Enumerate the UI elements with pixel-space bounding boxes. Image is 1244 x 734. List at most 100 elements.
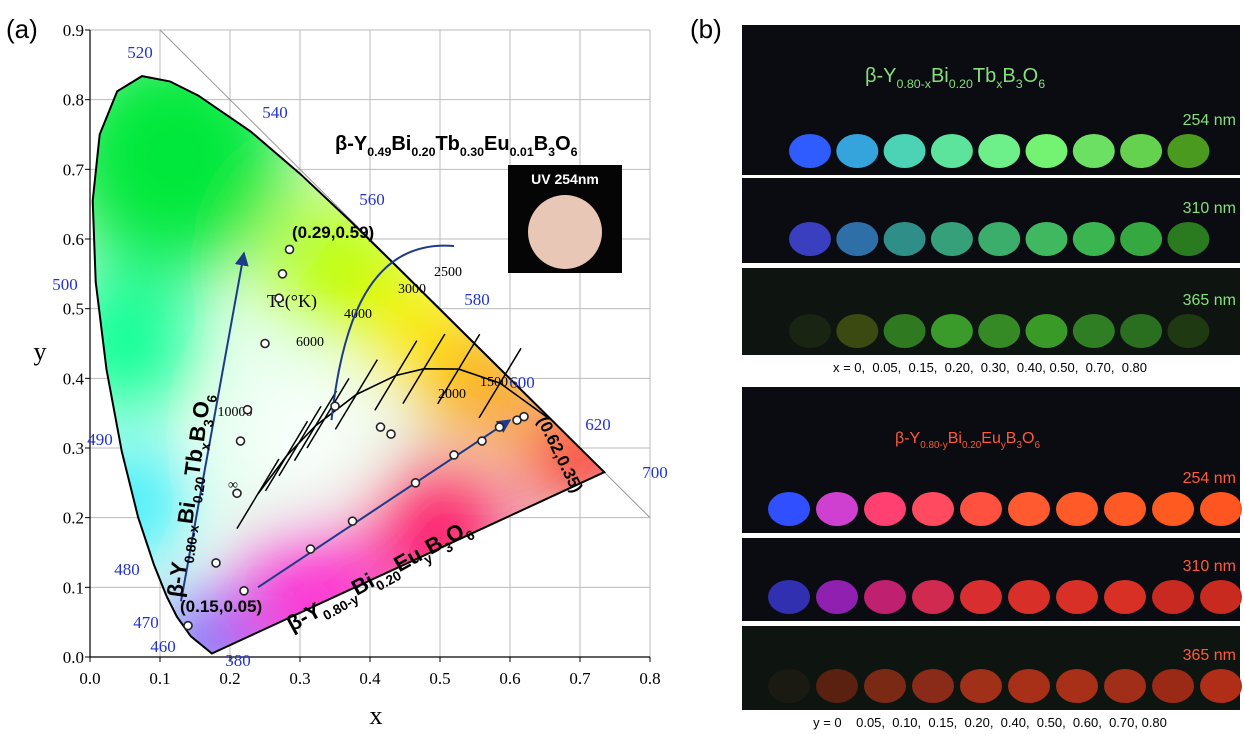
wavelength-label: 560 <box>359 190 385 209</box>
phosphor-disc <box>1056 492 1098 526</box>
phosphor-disc <box>1200 492 1242 526</box>
phosphor-disc <box>816 669 858 703</box>
formula-text: Bi <box>931 65 949 87</box>
y-tick-label: 0.7 <box>63 160 85 179</box>
x-tick-label: 0.6 <box>499 669 520 688</box>
phosphor-disc <box>930 314 973 348</box>
formula-subscript: 3 <box>1016 440 1022 451</box>
formula-text: Eu <box>484 133 510 155</box>
temperature-label: ∞ <box>228 478 238 493</box>
temperature-label: 6000 <box>296 335 324 350</box>
phosphor-disc <box>1008 580 1050 614</box>
phosphor-disc <box>1056 580 1098 614</box>
formula-text: O <box>1022 430 1034 447</box>
formula-subscript: 0.20 <box>949 77 973 91</box>
x-tick-label: 0.1 <box>149 669 170 688</box>
phosphor-disc <box>1167 222 1210 256</box>
formula-subscript: 0.01 <box>510 145 534 159</box>
excitation-label: 254 nm <box>1183 112 1236 129</box>
data-point <box>375 422 386 432</box>
isotherm <box>334 359 378 430</box>
inset-pointer <box>330 244 455 421</box>
phosphor-disc <box>864 580 906 614</box>
data-point <box>449 450 459 460</box>
x-tick-label: 0.8 <box>639 669 660 688</box>
phosphor-disc <box>978 134 1021 168</box>
phosphor-disc <box>883 222 926 256</box>
phosphor-disc <box>864 492 906 526</box>
wavelength-label: 540 <box>262 103 288 122</box>
formula-text: β-Y <box>895 430 921 447</box>
isotherm <box>264 420 309 492</box>
formula-text: Tb <box>435 133 459 155</box>
data-point <box>347 516 358 526</box>
data-point <box>330 401 340 412</box>
composition-caption: y = 0 0.05, 0.10, 0.15, 0.20, 0.40, 0.50… <box>813 715 1167 730</box>
phosphor-disc <box>930 134 973 168</box>
phosphor-disc <box>930 222 973 256</box>
formula-text: Bi <box>173 500 201 525</box>
y-tick-label: 0.3 <box>63 439 84 458</box>
gamut-blob <box>164 598 254 654</box>
gamut-blob <box>525 399 605 510</box>
formula-subscript: 6 <box>1038 77 1045 91</box>
data-point <box>242 404 253 415</box>
formula-text: B <box>534 133 548 155</box>
phosphor-disc <box>960 669 1002 703</box>
data-point <box>494 422 505 432</box>
y-tick-label: 0.0 <box>63 648 84 667</box>
wavelength-label: 520 <box>127 43 153 62</box>
data-point <box>274 293 284 304</box>
phosphor-disc <box>1056 669 1098 703</box>
formula-subscript: 0.49 <box>367 145 391 159</box>
formula-text: B <box>184 424 211 443</box>
formula-text: Bi <box>391 133 411 155</box>
data-point <box>232 488 242 499</box>
inset-label: UV 254nm <box>531 171 599 187</box>
y-tick-label: 0.8 <box>63 91 84 110</box>
phosphor-disc <box>1120 222 1163 256</box>
panel-label: (b) <box>690 14 722 44</box>
formula-subscript: 3 <box>1016 77 1023 91</box>
phosphor-disc <box>1025 222 1068 256</box>
phosphor-disc <box>768 492 810 526</box>
y-tick-label: 0.9 <box>63 21 84 40</box>
phosphor-disc <box>1072 134 1115 168</box>
temperature-label: 2500 <box>434 265 462 280</box>
y-axis-label: y <box>34 337 47 366</box>
formula-text: β-Y <box>162 560 192 599</box>
temperature-label: 3000 <box>398 282 426 297</box>
phosphor-disc <box>1104 669 1146 703</box>
spectral-locus <box>91 75 607 655</box>
formula-subscript: 0.20 <box>962 440 982 451</box>
phosphor-disc <box>1025 134 1068 168</box>
arrow <box>257 419 512 589</box>
phosphor-disc <box>912 580 954 614</box>
arrow <box>180 251 249 602</box>
phosphor-disc <box>1120 314 1163 348</box>
data-point <box>277 269 288 279</box>
phosphor-disc <box>912 492 954 526</box>
wavelength-label: 460 <box>150 637 176 656</box>
phosphor-disc <box>1200 669 1242 703</box>
wavelength-label: 470 <box>133 613 159 632</box>
wavelength-label: 600 <box>509 373 535 392</box>
temperature-label: 2000 <box>438 387 466 402</box>
phosphor-disc <box>836 134 879 168</box>
formula-subscript: x <box>197 441 213 451</box>
formula-subscript: 0.80-y <box>920 440 948 451</box>
formula-text: Eu <box>981 430 1001 447</box>
formula-text: Bi <box>948 430 962 447</box>
isotherm <box>437 333 481 405</box>
phosphor-disc <box>1008 669 1050 703</box>
phosphor-disc <box>789 134 831 168</box>
temperature-label: 4000 <box>344 307 372 322</box>
wavelength-label: 490 <box>87 430 113 449</box>
phosphor-disc <box>1008 492 1050 526</box>
wavelength-label: 620 <box>585 415 611 434</box>
excitation-label: 254 nm <box>1183 470 1236 487</box>
phosphor-disc <box>836 222 879 256</box>
formula-subscript: 0.30 <box>460 145 484 159</box>
isotherm <box>306 377 350 449</box>
